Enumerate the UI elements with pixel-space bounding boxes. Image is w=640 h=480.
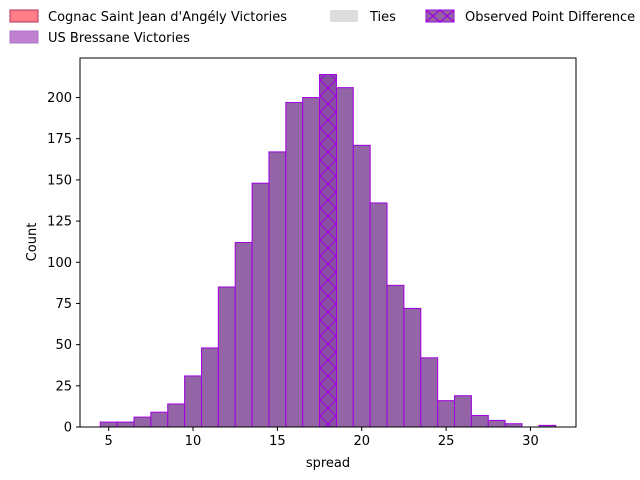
y-tick-label-75: 75 bbox=[55, 297, 72, 312]
x-tick-label-30: 30 bbox=[522, 434, 539, 449]
legend-swatch-cognac bbox=[9, 9, 39, 23]
y-tick-label-100: 100 bbox=[47, 256, 72, 271]
histogram-bar-10 bbox=[268, 151, 287, 428]
histogram-bar-22 bbox=[470, 414, 489, 428]
histogram-bar-19 bbox=[420, 357, 439, 428]
y-axis-label: Count bbox=[25, 223, 40, 262]
x-tick-label-5: 5 bbox=[105, 434, 113, 449]
histogram-bar-14 bbox=[335, 87, 354, 428]
legend-swatch-observed bbox=[425, 9, 455, 23]
histogram-bar-12 bbox=[302, 97, 321, 428]
legend-label-observed: Observed Point Difference bbox=[465, 10, 635, 25]
histogram-bar-8 bbox=[234, 242, 253, 428]
observed-bar-group bbox=[319, 73, 337, 428]
histogram-bar-17 bbox=[386, 284, 405, 428]
x-tick-label-15: 15 bbox=[269, 434, 286, 449]
y-tick-label-175: 175 bbox=[47, 132, 72, 147]
histogram-bar-9 bbox=[251, 182, 270, 428]
y-tick-label-50: 50 bbox=[55, 338, 72, 353]
legend-label-ties: Ties bbox=[369, 10, 396, 25]
histogram-bar-2 bbox=[133, 416, 152, 428]
histogram-bar-4 bbox=[167, 403, 186, 428]
histogram-bar-23 bbox=[487, 419, 506, 428]
histogram-bar-7 bbox=[217, 286, 236, 428]
y-tick-label-200: 200 bbox=[47, 91, 72, 106]
y-tick-label-25: 25 bbox=[55, 379, 72, 394]
observed-bar-hatch bbox=[319, 74, 337, 428]
x-axis-ticks: 5 10 15 20 25 30 bbox=[105, 427, 539, 449]
legend-swatch-ties bbox=[330, 10, 358, 22]
legend-label-cognac: Cognac Saint Jean d'Angély Victories bbox=[48, 10, 287, 25]
plot-frame bbox=[79, 57, 577, 428]
histogram-bar-11 bbox=[285, 101, 304, 428]
histogram-bar-6 bbox=[200, 347, 219, 428]
histogram-bar-0 bbox=[99, 421, 118, 428]
legend-label-bressane: US Bressane Victories bbox=[48, 31, 190, 46]
x-axis-label: spread bbox=[306, 456, 350, 471]
y-tick-label-150: 150 bbox=[47, 173, 72, 188]
y-tick-label-125: 125 bbox=[47, 215, 72, 230]
legend-swatch-observed-hatch bbox=[425, 9, 455, 23]
histogram-bar-5 bbox=[184, 375, 202, 428]
histogram-bar-16 bbox=[369, 202, 388, 428]
x-tick-label-20: 20 bbox=[353, 434, 370, 449]
histogram-bar-1 bbox=[116, 421, 135, 428]
histogram-bar-21 bbox=[454, 395, 472, 428]
legend-swatch-bressane bbox=[9, 30, 39, 44]
histogram-bar-3 bbox=[150, 411, 169, 428]
histogram-bar-18 bbox=[403, 307, 422, 428]
y-tick-label-0: 0 bbox=[64, 421, 72, 436]
x-tick-label-10: 10 bbox=[185, 434, 202, 449]
histogram-bar-15 bbox=[352, 144, 371, 428]
y-axis-ticks: 0 25 50 75 100 125 150 175 200 bbox=[47, 91, 80, 436]
x-tick-label-25: 25 bbox=[438, 434, 455, 449]
legend: Cognac Saint Jean d'Angély Victories US … bbox=[9, 9, 635, 46]
histogram-bar-20 bbox=[437, 400, 456, 428]
